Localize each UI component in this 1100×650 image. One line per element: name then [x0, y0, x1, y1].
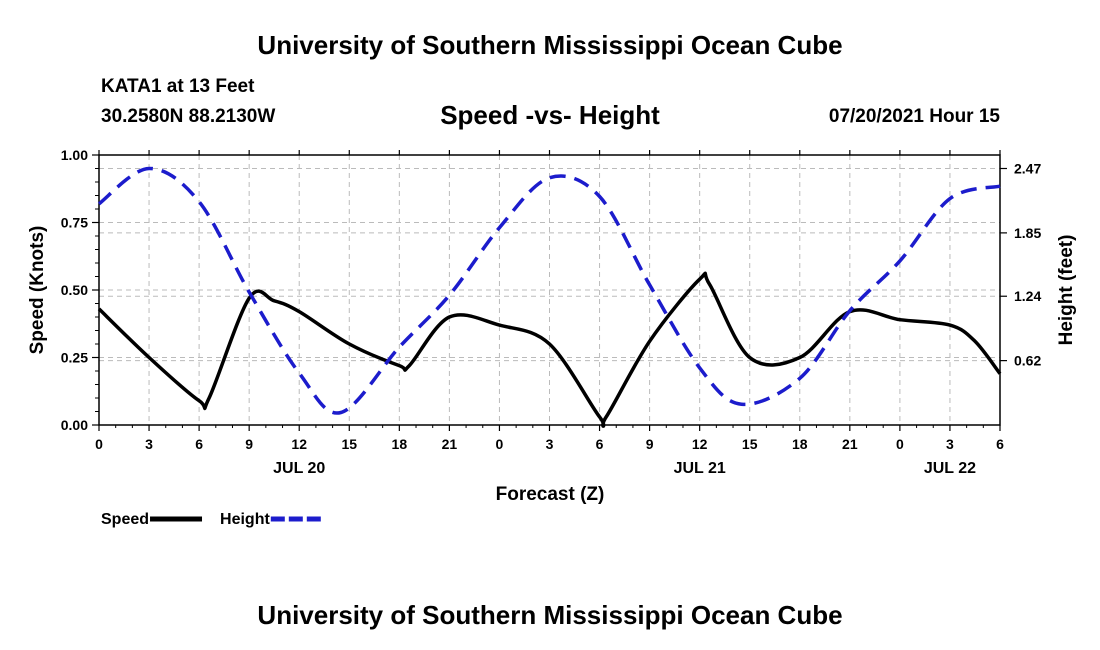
page-title-top: University of Southern Mississippi Ocean…: [257, 30, 843, 60]
y-tick-label: 0.25: [61, 350, 88, 366]
y2-tick-label: 2.47: [1014, 161, 1041, 177]
x-tick-label: 3: [546, 436, 554, 452]
legend-label-speed: Speed: [101, 511, 149, 528]
x-tick-label: 0: [896, 436, 904, 452]
x-date-label: JUL 20: [273, 460, 325, 477]
y-tick-label: 0.75: [61, 215, 88, 231]
y-tick-label: 0.50: [61, 282, 88, 298]
page-title-bottom: University of Southern Mississippi Ocean…: [257, 600, 843, 630]
x-tick-label: 18: [792, 436, 808, 452]
y2-tick-label: 0.62: [1014, 353, 1041, 369]
x-tick-label: 18: [392, 436, 408, 452]
y-tick-label: 0.00: [61, 417, 88, 433]
chart-title: Speed -vs- Height: [440, 100, 660, 130]
grid: [99, 155, 1000, 425]
x-tick-label: 0: [496, 436, 504, 452]
y2-tick-label: 1.85: [1014, 225, 1041, 241]
legend: Speed Height: [101, 511, 323, 528]
axes: 0 3 6 9 12 15 18 21 0 3 6 9 12 15 18 21 0 3 6 JUL 20 JUL 21 J…: [61, 147, 1042, 477]
x-tick-label: 15: [742, 436, 758, 452]
y2-tick-label: 1.24: [1014, 288, 1041, 304]
y2-axis-label: Height (feet): [1056, 235, 1077, 346]
legend-label-height: Height: [220, 511, 270, 528]
series-line-speed: [97, 271, 1002, 428]
x-tick-label: 0: [95, 436, 103, 452]
x-tick-label: 6: [596, 436, 604, 452]
x-tick-label: 3: [946, 436, 954, 452]
station-coordinates: 30.2580N 88.2130W: [101, 106, 276, 127]
series: [97, 166, 1002, 428]
x-date-label: JUL 21: [674, 460, 726, 477]
x-tick-label: 3: [145, 436, 153, 452]
x-tick-label: 21: [442, 436, 458, 452]
x-axis-label: Forecast (Z): [496, 484, 605, 505]
run-time: 07/20/2021 Hour 15: [828, 106, 1000, 127]
x-tick-label: 6: [195, 436, 203, 452]
x-tick-label: 9: [245, 436, 253, 452]
station-name: KATA1 at 13 Feet: [101, 76, 255, 97]
x-tick-label: 12: [291, 436, 307, 452]
x-date-label: JUL 22: [924, 460, 976, 477]
series-line-height: [97, 166, 1001, 415]
x-tick-label: 21: [842, 436, 858, 452]
x-tick-label: 6: [996, 436, 1004, 452]
x-tick-label: 9: [646, 436, 654, 452]
y-tick-label: 1.00: [61, 147, 88, 163]
x-tick-label: 12: [692, 436, 708, 452]
y-axis-label: Speed (Knots): [27, 226, 48, 355]
x-tick-label: 15: [341, 436, 357, 452]
